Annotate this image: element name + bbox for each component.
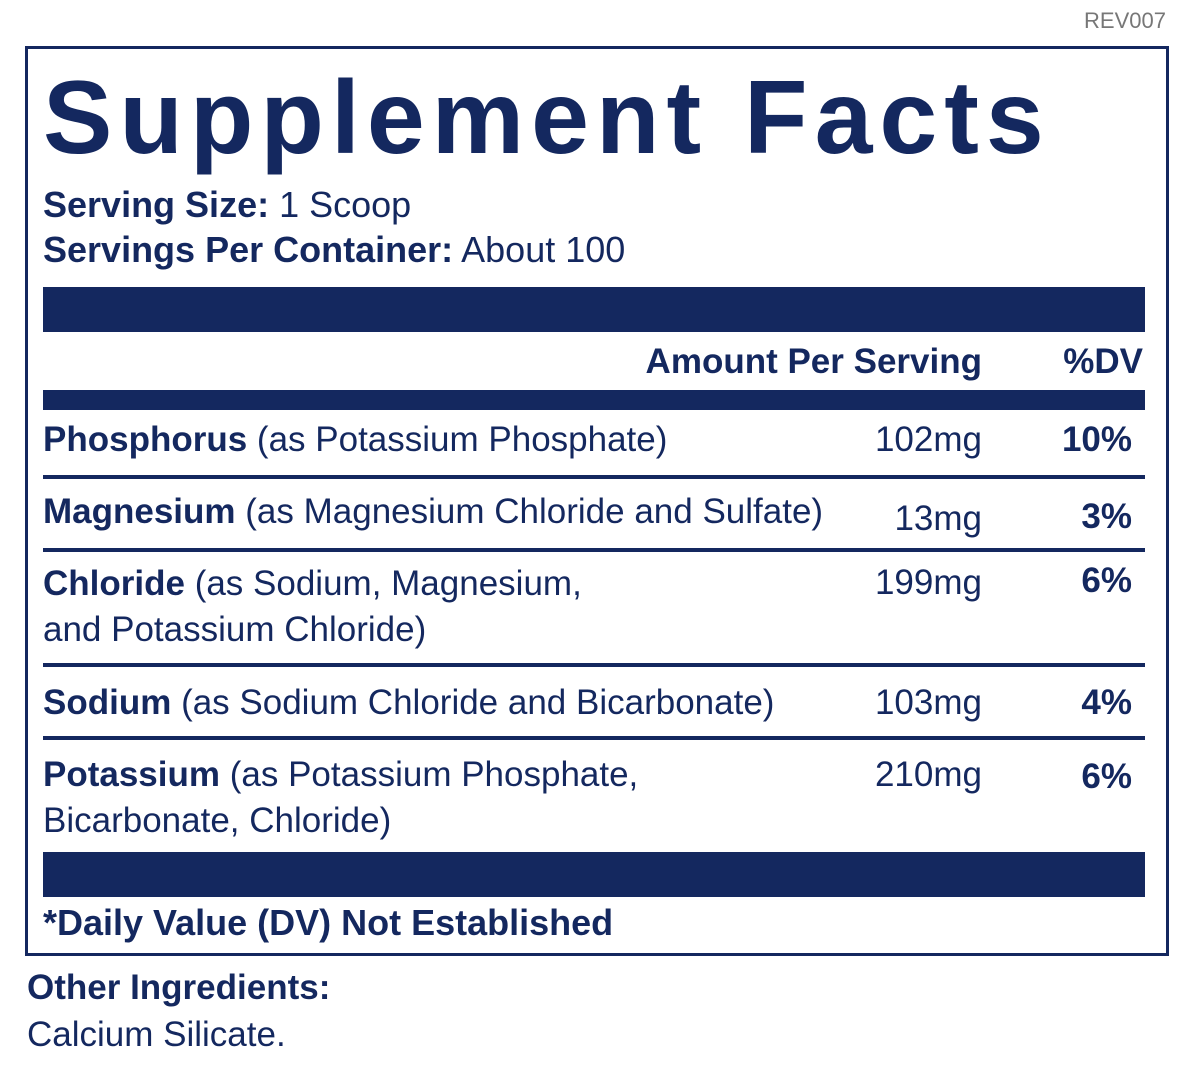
nutrient-source: (as Sodium, Magnesium, and Potassium Chl…	[43, 564, 582, 649]
nutrient: Magnesium (as Magnesium Chloride and Sul…	[43, 490, 823, 534]
daily-value: 6%	[1081, 757, 1132, 796]
servings-per-container: Servings Per Container: About 100	[43, 228, 625, 272]
label: Servings Per Container:	[43, 229, 454, 270]
row-divider	[43, 548, 1145, 552]
row-divider	[43, 475, 1145, 479]
value: 1 Scoop	[279, 184, 412, 225]
label-border	[25, 46, 1169, 956]
header-dv: %DV	[1063, 342, 1143, 381]
daily-value: 10%	[1061, 420, 1132, 459]
amount: 210mg	[874, 755, 982, 794]
nutrient-source: (as Potassium Phosphate)	[256, 420, 668, 459]
amount: 13mg	[894, 499, 982, 538]
divider-bar	[43, 287, 1145, 332]
row-divider	[43, 736, 1145, 740]
divider-bar	[43, 852, 1145, 897]
header-amount: Amount Per Serving	[645, 342, 982, 381]
other-ingredients-label: Other Ingredients:	[27, 968, 331, 1007]
daily-value: 3%	[1081, 497, 1132, 536]
nutrient-source: (as Potassium Phosphate, Bicarbonate, Ch…	[43, 755, 639, 840]
revision: REV007	[1084, 8, 1166, 33]
nutrient-name: Chloride	[43, 564, 185, 603]
nutrient-name: Phosphorus	[43, 420, 248, 459]
daily-value: 4%	[1081, 683, 1132, 722]
nutrient-name: Sodium	[43, 683, 172, 722]
nutrient: Sodium (as Sodium Chloride and Bicarbona…	[43, 681, 774, 725]
nutrient: Potassium (as Potassium Phosphate, Bicar…	[43, 752, 638, 844]
nutrient-source: (as Magnesium Chloride and Sulfate)	[245, 492, 824, 531]
amount: 199mg	[874, 563, 982, 602]
title: Supplement Facts	[43, 60, 1051, 176]
value: About 100	[461, 229, 626, 270]
nutrient-name: Magnesium	[43, 492, 236, 531]
label: Serving Size:	[43, 184, 270, 225]
amount: 102mg	[874, 420, 982, 459]
nutrient-source: (as Sodium Chloride and Bicarbonate)	[181, 683, 775, 722]
footnote: *Daily Value (DV) Not Established	[43, 902, 614, 943]
amount: 103mg	[874, 683, 982, 722]
daily-value: 6%	[1081, 561, 1132, 600]
other-ingredients: Calcium Silicate.	[27, 1015, 286, 1054]
nutrient-name: Potassium	[43, 755, 220, 794]
serving-size: Serving Size: 1 Scoop	[43, 183, 411, 227]
nutrient: Chloride (as Sodium, Magnesium, and Pota…	[43, 561, 582, 653]
row-divider	[43, 663, 1145, 667]
divider-bar	[43, 390, 1145, 410]
nutrient: Phosphorus (as Potassium Phosphate)	[43, 418, 667, 462]
